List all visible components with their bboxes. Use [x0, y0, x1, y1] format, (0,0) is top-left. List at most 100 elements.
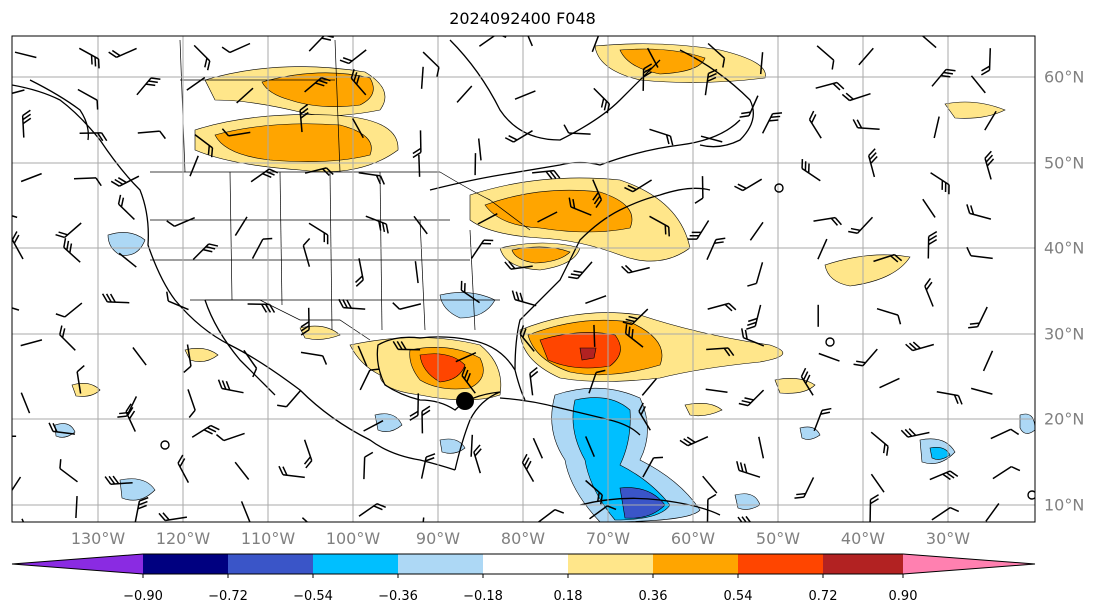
wind-barb-icon: [759, 52, 764, 75]
wind-barb-icon: [365, 215, 389, 234]
wind-barb-icon: [308, 222, 329, 245]
lat-label: 20°N: [1044, 409, 1085, 429]
wind-barb-icon: [800, 367, 814, 396]
colorbar-extend-low: [12, 554, 143, 574]
wind-barb-icon: [702, 475, 718, 494]
wind-barb-icon: [166, 291, 189, 311]
wind-barb-icon: [79, 132, 108, 142]
colorbar-tick-label: −0.72: [208, 589, 248, 604]
wind-barb-icon: [593, 324, 596, 347]
wind-barb-icon: [422, 51, 440, 77]
colorbar: [11, 553, 1036, 578]
wind-barb-icon: [48, 422, 75, 435]
lon-label: 120°W: [155, 529, 211, 548]
wind-barb-icon: [117, 396, 138, 418]
shade-region: [261, 72, 374, 107]
shade-region: [439, 292, 496, 319]
wind-barb-icon: [521, 453, 535, 482]
colorbar-tick-label: −0.90: [123, 589, 163, 604]
lon-label: 90°W: [415, 529, 461, 548]
wind-barb-icon: [183, 344, 192, 373]
wind-barb-icon: [221, 128, 251, 137]
border-layer: [150, 39, 531, 341]
wind-barb-icon: [705, 388, 728, 394]
wind-barb-icon: [59, 459, 78, 483]
wind-barb-icon: [192, 243, 219, 261]
wind-barb-icon: [339, 49, 367, 65]
shade-region: [619, 48, 706, 75]
wind-barb-icon: [687, 220, 710, 240]
coastline: [204, 299, 276, 396]
wind-barb-icon: [187, 389, 196, 419]
lon-label: 40°W: [840, 529, 886, 548]
wind-barb-icon: [363, 420, 384, 432]
wind-barb-icon: [351, 118, 364, 139]
wind-barb-icon: [990, 428, 1020, 440]
wind-barb-icon: [593, 87, 611, 114]
wind-barb-icon: [621, 264, 650, 274]
wind-barb-icon: [240, 501, 251, 522]
wind-barb-icon: [739, 95, 759, 118]
wind-barb-icon: [217, 379, 244, 394]
wind-barb-icon: [504, 260, 533, 270]
wind-barb-icon: [77, 88, 99, 110]
wind-barb-icon: [992, 465, 1021, 480]
wind-barb-icon: [924, 278, 934, 307]
wind-barb-icon: [108, 47, 137, 59]
coastline: [514, 187, 711, 371]
shade-region: [944, 101, 1006, 119]
wind-barb-icon: [876, 307, 902, 325]
wind-barb-icon: [186, 76, 206, 91]
shade-region: [799, 426, 821, 440]
wind-barb-icon: [563, 124, 591, 135]
wind-barb-icon: [455, 352, 477, 363]
wind-barb-icon: [970, 75, 986, 94]
shade-region: [1019, 413, 1035, 434]
wind-barb-icon: [20, 392, 31, 414]
calm-circle-layer: [160, 183, 1035, 500]
wind-barb-icon: [592, 179, 603, 209]
lon-label: 110°W: [240, 529, 296, 548]
wind-barb-icon: [931, 68, 956, 87]
wind-barb-icon: [532, 169, 561, 180]
wind-barb-icon: [870, 431, 889, 456]
wind-barb-icon: [841, 92, 871, 102]
wind-barb-icon: [303, 439, 313, 469]
colorbar-extend-high: [903, 554, 1035, 574]
wind-barb-icon: [250, 168, 279, 183]
wind-barb-icon: [523, 36, 533, 47]
wind-barb-icon: [76, 365, 85, 394]
wind-barb-icon: [900, 428, 930, 438]
wind-barb-icon: [461, 366, 476, 394]
wind-barb-icon: [927, 231, 938, 259]
wind-barb-icon: [641, 378, 658, 396]
wind-barb-icon: [585, 295, 607, 305]
wind-barb-icon: [134, 496, 149, 522]
shade-region: [439, 438, 466, 454]
storm-center-marker: [456, 392, 474, 410]
lon-label: 100°W: [325, 529, 381, 548]
wind-barb-icon: [642, 63, 653, 91]
wind-barb-icon: [568, 197, 592, 216]
wind-barb-icon: [357, 345, 368, 367]
colorbar-tick-label: 0.72: [808, 589, 838, 604]
wind-barb-icon: [350, 69, 367, 96]
lon-label: 130°W: [70, 529, 126, 548]
wind-barb-icon: [646, 47, 659, 68]
shade-region: [214, 123, 372, 162]
wind-barb-icon: [413, 215, 428, 235]
wind-barb-icon: [504, 130, 533, 143]
shade-region: [511, 246, 571, 264]
wind-barb-icon: [649, 215, 670, 237]
wind-barb-icon: [191, 424, 220, 438]
wind-barb-icon: [511, 290, 537, 307]
shade-region: [54, 423, 76, 438]
wind-barb-icon: [477, 138, 482, 161]
wind-barb-icon: [706, 347, 735, 357]
wind-barb-icon: [700, 135, 723, 143]
wind-barb-icon: [741, 328, 765, 347]
shade-region: [929, 447, 951, 460]
colorbar-tick-label: 0.18: [553, 589, 583, 604]
wind-barb-icon: [359, 368, 380, 391]
